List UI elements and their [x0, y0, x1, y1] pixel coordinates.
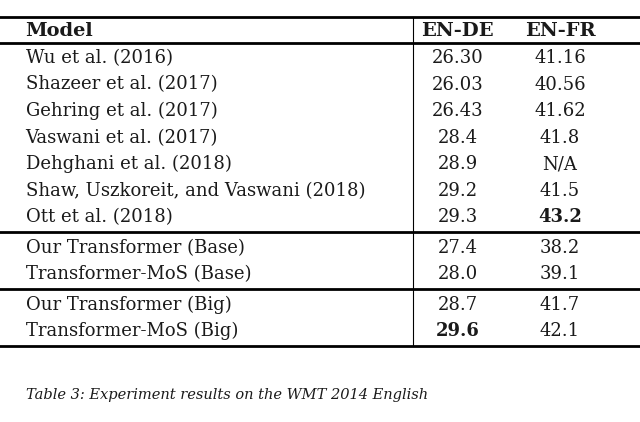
Text: 41.8: 41.8	[540, 129, 580, 146]
Text: EN-DE: EN-DE	[421, 22, 494, 41]
Text: 26.43: 26.43	[432, 102, 483, 120]
Text: EN-FR: EN-FR	[525, 22, 595, 41]
Text: 28.7: 28.7	[438, 296, 477, 314]
Text: 41.5: 41.5	[540, 182, 580, 200]
Text: Table 3: Experiment results on the WMT 2014 English: Table 3: Experiment results on the WMT 2…	[26, 387, 428, 402]
Text: 28.4: 28.4	[438, 129, 477, 146]
Text: Wu et al. (2016): Wu et al. (2016)	[26, 49, 173, 67]
Text: 28.9: 28.9	[438, 155, 477, 173]
Text: Model: Model	[26, 22, 93, 41]
Text: 42.1: 42.1	[540, 322, 580, 340]
Text: 41.16: 41.16	[534, 49, 586, 67]
Text: Shazeer et al. (2017): Shazeer et al. (2017)	[26, 76, 217, 94]
Text: Ott et al. (2018): Ott et al. (2018)	[26, 208, 172, 226]
Text: Shaw, Uszkoreit, and Vaswani (2018): Shaw, Uszkoreit, and Vaswani (2018)	[26, 182, 365, 200]
Text: Our Transformer (Base): Our Transformer (Base)	[26, 239, 244, 257]
Text: Dehghani et al. (2018): Dehghani et al. (2018)	[26, 155, 232, 173]
Text: 39.1: 39.1	[540, 265, 580, 283]
Text: 26.03: 26.03	[432, 76, 483, 94]
Text: Vaswani et al. (2017): Vaswani et al. (2017)	[26, 129, 218, 146]
Text: 29.6: 29.6	[436, 322, 479, 340]
Text: 41.62: 41.62	[534, 102, 586, 120]
Text: 26.30: 26.30	[432, 49, 483, 67]
Text: 40.56: 40.56	[534, 76, 586, 94]
Text: 41.7: 41.7	[540, 296, 580, 314]
Text: 27.4: 27.4	[438, 239, 477, 257]
Text: 29.3: 29.3	[438, 208, 477, 226]
Text: N/A: N/A	[543, 155, 577, 173]
Text: Transformer-MoS (Base): Transformer-MoS (Base)	[26, 265, 251, 283]
Text: 29.2: 29.2	[438, 182, 477, 200]
Text: 43.2: 43.2	[538, 208, 582, 226]
Text: Gehring et al. (2017): Gehring et al. (2017)	[26, 102, 218, 120]
Text: Our Transformer (Big): Our Transformer (Big)	[26, 296, 231, 314]
Text: 38.2: 38.2	[540, 239, 580, 257]
Text: 28.0: 28.0	[438, 265, 477, 283]
Text: Transformer-MoS (Big): Transformer-MoS (Big)	[26, 322, 238, 341]
